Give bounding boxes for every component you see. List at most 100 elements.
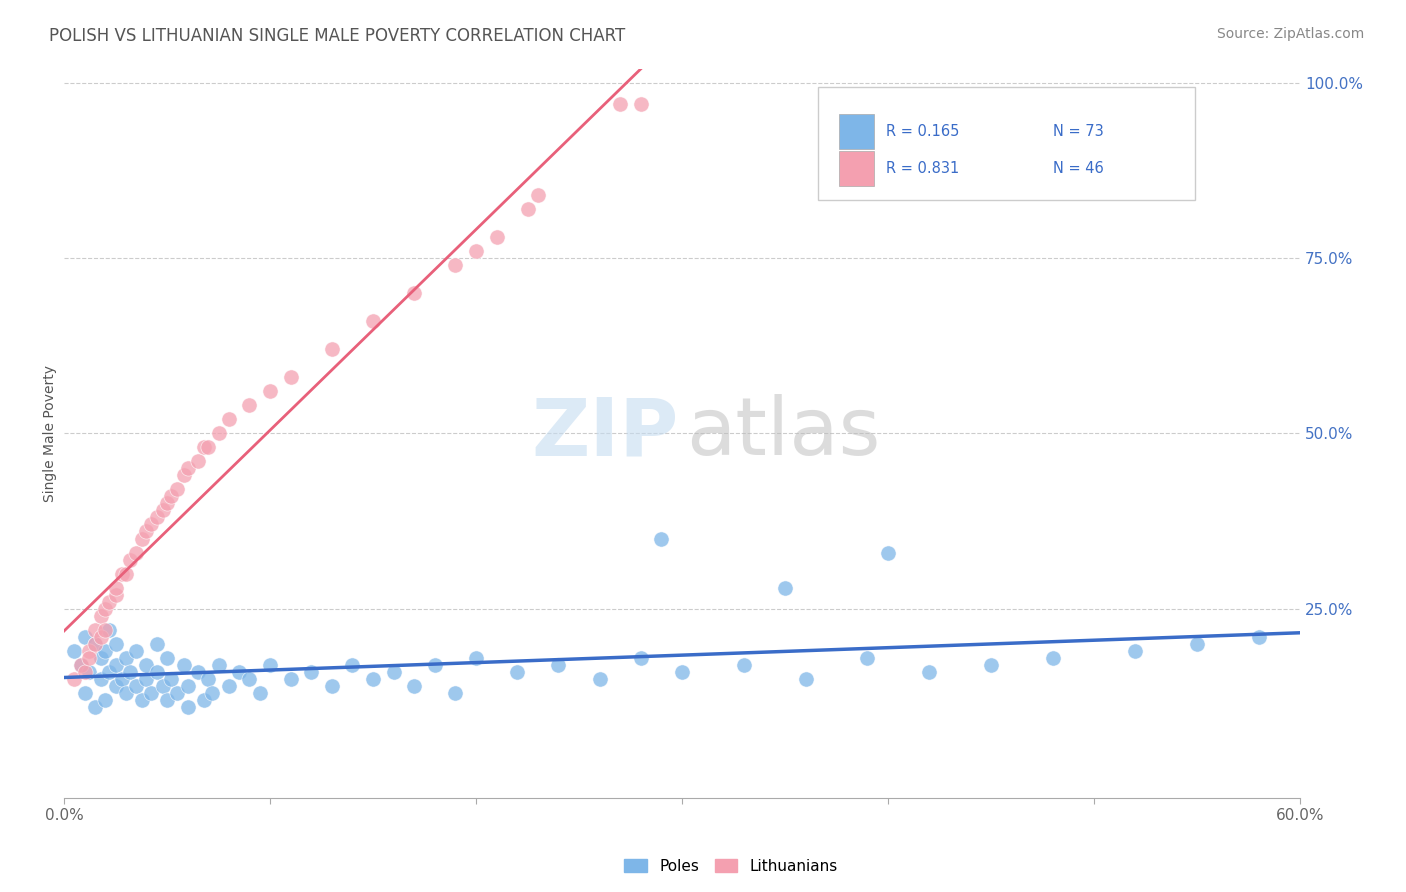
Bar [839,151,873,186]
Point [111,672,134,686]
Point [1247,630,1270,644]
Point [94,623,117,637]
Point [228,665,250,679]
Point [63,672,86,686]
Point [69,657,91,672]
Point [90,650,112,665]
Text: atlas: atlas [686,394,880,472]
Point [671,665,693,679]
Point [176,699,198,714]
Point [104,657,127,672]
Point [90,608,112,623]
Text: R = 0.831: R = 0.831 [886,161,959,176]
Point [139,517,162,532]
Point [444,686,467,700]
Point [650,532,672,546]
Point [259,657,281,672]
Point [125,545,148,559]
Point [465,650,488,665]
Point [156,650,179,665]
Point [465,244,488,258]
Point [156,496,179,510]
Point [877,545,900,559]
Point [547,657,569,672]
Point [193,440,215,454]
Point [125,644,148,658]
Point [166,483,188,497]
Point [173,468,195,483]
Point [73,665,96,679]
Point [94,601,117,615]
Point [321,342,343,356]
Point [131,532,153,546]
Point [84,623,107,637]
Point [404,285,426,300]
Text: POLISH VS LITHUANIAN SINGLE MALE POVERTY CORRELATION CHART: POLISH VS LITHUANIAN SINGLE MALE POVERTY… [49,27,626,45]
Point [135,524,157,539]
Point [207,426,229,441]
Point [173,657,195,672]
Point [280,370,302,384]
Text: N = 46: N = 46 [1053,161,1104,176]
Point [90,672,112,686]
Point [104,637,127,651]
Point [98,594,121,608]
Point [238,672,260,686]
Point [527,187,550,202]
Point [94,693,117,707]
Point [404,679,426,693]
Point [506,665,529,679]
Point [423,657,446,672]
Point [118,665,141,679]
Point [259,384,281,399]
Point [588,672,610,686]
Y-axis label: Single Male Poverty: Single Male Poverty [44,365,58,502]
Point [63,644,86,658]
Point [135,672,157,686]
Point [630,96,652,111]
Point [160,672,183,686]
Point [1185,637,1208,651]
Point [94,644,117,658]
Point [444,258,467,272]
Point [104,679,127,693]
Point [84,699,107,714]
Point [115,566,138,581]
Point [197,672,219,686]
Point [794,672,817,686]
Point [733,657,755,672]
Point [773,581,796,595]
Point [69,657,91,672]
Text: Source: ZipAtlas.com: Source: ZipAtlas.com [1216,27,1364,41]
Point [187,665,209,679]
Point [980,657,1002,672]
Point [84,637,107,651]
Point [1042,650,1064,665]
Point [152,679,174,693]
Point [145,665,167,679]
Point [918,665,941,679]
Point [104,588,127,602]
Point [361,314,384,328]
Point [111,566,134,581]
Legend: Poles, Lithuanians: Poles, Lithuanians [619,853,844,880]
FancyBboxPatch shape [818,87,1195,200]
Bar [839,114,873,150]
Point [104,581,127,595]
Point [77,650,100,665]
Point [609,96,631,111]
Point [135,657,157,672]
Point [218,412,240,426]
Point [125,679,148,693]
Point [630,650,652,665]
Point [176,679,198,693]
Point [516,202,538,216]
Point [98,623,121,637]
Point [197,440,219,454]
Point [207,657,229,672]
Text: ZIP: ZIP [531,394,678,472]
Point [90,630,112,644]
Point [361,672,384,686]
Text: R = 0.165: R = 0.165 [886,125,959,139]
Point [299,665,322,679]
